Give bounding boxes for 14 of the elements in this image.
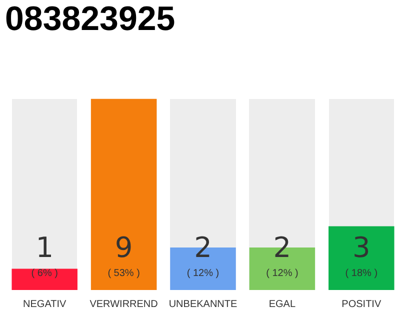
x-tick-label: VERWIRREND <box>90 298 158 310</box>
annotation: ( 12% ) <box>186 268 220 279</box>
annotation: ( 53% ) <box>108 268 140 279</box>
annotation: ( 18% ) <box>345 268 378 279</box>
data-label: 9 <box>114 231 133 264</box>
data-label: 3 <box>352 231 370 264</box>
x-tick-label: NEGATIV <box>23 298 67 310</box>
x-tick-label: UNBEKANNTE <box>168 298 238 310</box>
x-tick-label: EGAL <box>268 298 296 310</box>
data-label: 1 <box>36 231 54 264</box>
chart-title: 083823925 <box>5 0 176 38</box>
annotation: ( 6% ) <box>31 268 58 279</box>
x-tick-label: POSITIV <box>342 298 382 310</box>
annotation: ( 12% ) <box>266 268 298 279</box>
